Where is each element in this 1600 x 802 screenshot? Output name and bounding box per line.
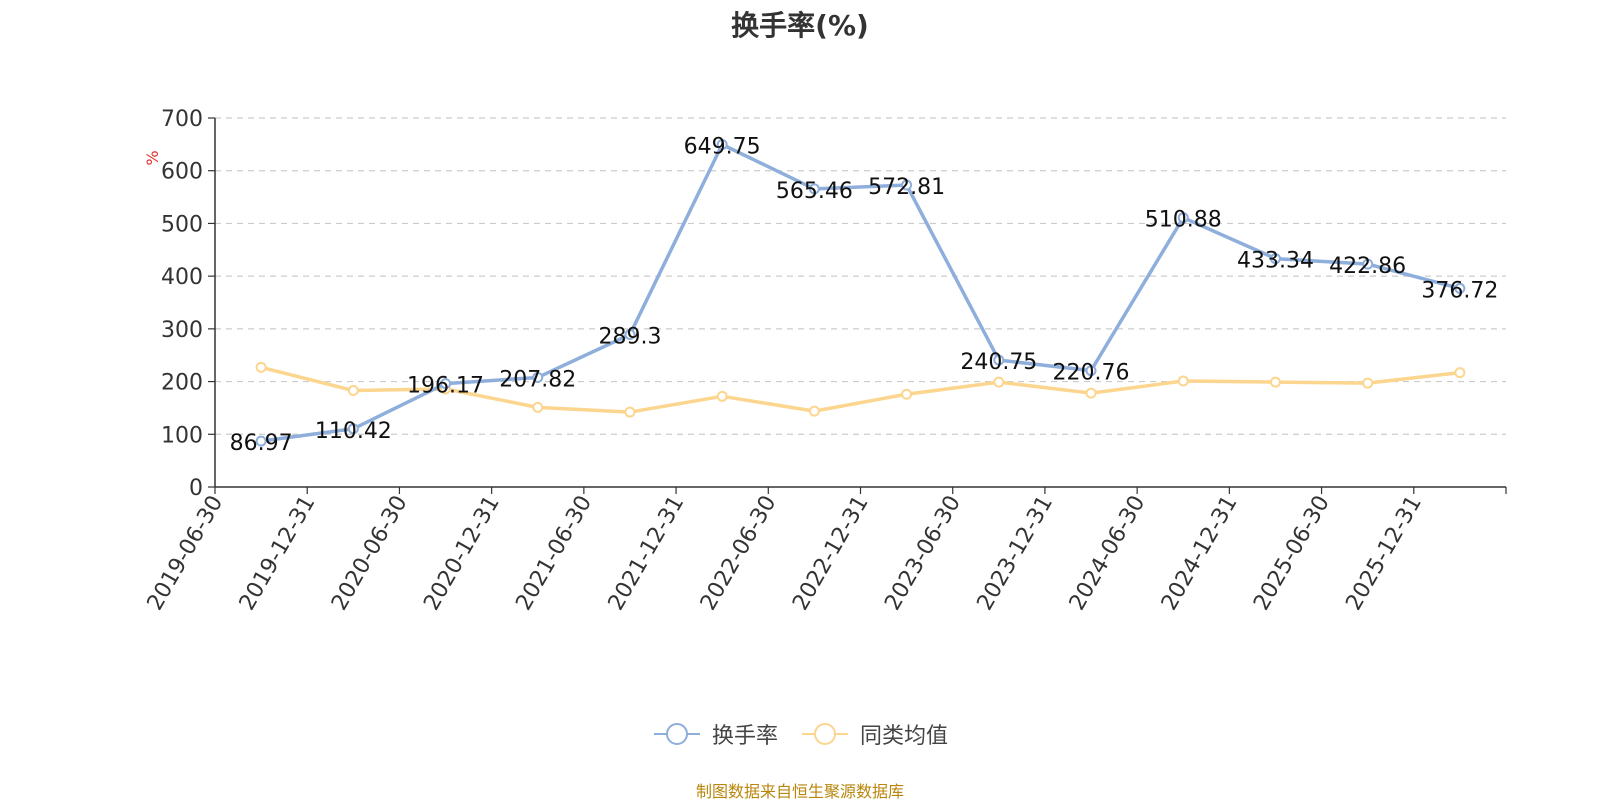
data-label: 220.76: [1053, 361, 1130, 386]
data-label: 196.17: [407, 374, 484, 399]
data-point-1: [255, 435, 267, 447]
data-label: 422.86: [1329, 254, 1406, 279]
x-tick-label: 2021-12-31: [604, 492, 690, 615]
data-point-2: [255, 361, 267, 373]
x-tick-label: 2024-12-31: [1157, 492, 1243, 615]
data-point-2: [532, 401, 544, 413]
data-point-2: [716, 390, 728, 402]
y-tick-label: 200: [161, 371, 203, 396]
series-line-2: [259, 365, 1462, 414]
x-tick-label: 2023-12-31: [973, 492, 1059, 615]
data-label: 289.3: [598, 324, 661, 349]
x-tick-label: 2022-06-30: [696, 492, 782, 615]
chart-legend: 换手率 同类均值: [0, 718, 1600, 750]
data-point-1: [1177, 212, 1189, 224]
data-point-2: [901, 388, 913, 400]
y-tick-label: 400: [161, 265, 203, 290]
x-tick-label: 2019-12-31: [235, 492, 321, 615]
data-label: 240.75: [960, 350, 1037, 375]
y-tick-label: 700: [161, 107, 203, 132]
data-point-2: [1177, 375, 1189, 387]
data-point-2: [624, 406, 636, 418]
data-point-1: [440, 378, 452, 390]
data-point-2: [808, 405, 820, 417]
data-label: 376.72: [1421, 278, 1498, 303]
chart-title: 换手率(%): [731, 9, 869, 42]
legend-item-2[interactable]: 同类均值: [800, 718, 948, 750]
y-tick-label: 600: [161, 160, 203, 185]
data-point-1: [1269, 253, 1281, 265]
data-point-1: [1085, 365, 1097, 377]
data-point-1: [808, 183, 820, 195]
data-point-1: [901, 179, 913, 191]
y-tick-label: 300: [161, 318, 203, 343]
data-point-2: [993, 376, 1005, 388]
source-note: 制图数据来自恒生聚源数据库: [695, 782, 904, 801]
data-label: 86.97: [230, 431, 293, 456]
data-point-2: [1454, 367, 1466, 379]
legend-item-1[interactable]: 换手率: [652, 718, 778, 750]
x-tick-label: 2024-06-30: [1065, 492, 1151, 615]
legend-marker-icon: [653, 723, 700, 745]
series-line-1: [259, 142, 1462, 443]
y-tick-label: 500: [161, 212, 203, 237]
x-tick-label: 2022-12-31: [788, 492, 874, 615]
y-axis-label: %: [143, 150, 162, 165]
data-label: 565.46: [776, 179, 853, 204]
data-label: 110.42: [315, 419, 392, 444]
x-tick-label: 2025-06-30: [1249, 492, 1335, 615]
data-point-2: [1269, 376, 1281, 388]
data-point-2: [1362, 377, 1374, 389]
legend-label: 同类均值: [860, 724, 949, 749]
data-point-1: [1362, 258, 1374, 270]
legend-marker-icon: [802, 723, 848, 745]
x-tick-label: 2021-06-30: [511, 492, 597, 615]
x-tick-label: 2020-12-31: [419, 492, 505, 615]
data-label: 510.88: [1145, 208, 1222, 233]
data-label: 572.81: [868, 175, 945, 200]
y-tick-label: 100: [161, 423, 203, 448]
data-point-1: [716, 138, 728, 150]
data-point-1: [993, 354, 1005, 366]
data-point-2: [347, 385, 359, 397]
data-point-2: [1085, 387, 1097, 399]
data-point-1: [532, 371, 544, 383]
data-label: 207.82: [499, 367, 576, 392]
data-point-1: [1454, 282, 1466, 294]
data-point-1: [347, 423, 359, 435]
x-tick-label: 2023-06-30: [880, 492, 966, 615]
data-point-1: [624, 328, 636, 340]
x-tick-label: 2019-06-30: [143, 492, 229, 615]
data-label: 433.34: [1237, 249, 1314, 274]
x-tick-label: 2020-06-30: [327, 492, 413, 615]
legend-label: 换手率: [711, 724, 778, 749]
y-tick-label: 0: [189, 476, 203, 501]
data-label: 649.75: [684, 134, 761, 159]
x-tick-label: 2025-12-31: [1341, 492, 1427, 615]
